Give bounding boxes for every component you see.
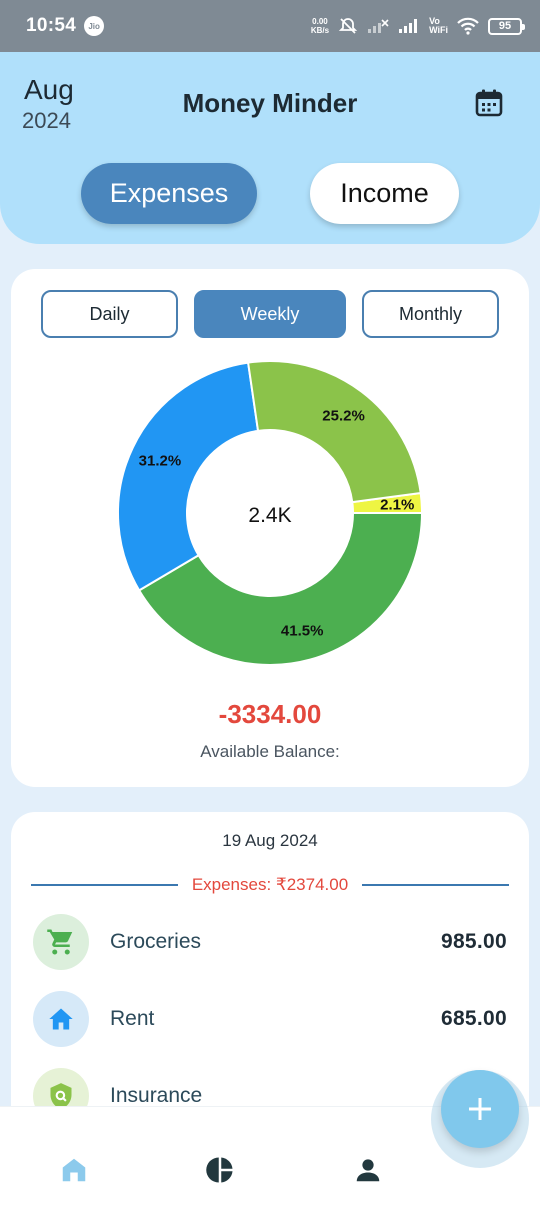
transaction-amount: 985.00 [440, 930, 507, 953]
shield-icon [50, 1083, 72, 1109]
profile-icon[interactable] [353, 1155, 383, 1185]
transaction-amount: 685.00 [440, 1007, 507, 1030]
balance-value: -3334.00 [218, 699, 322, 729]
summary-card: Daily Weekly Monthly 2.1% 41.5% 31.2% 25.2%… [11, 269, 529, 787]
app-header: Aug 2024 Money Minder Expenses Income [0, 52, 540, 244]
tab-expenses[interactable]: Expenses [81, 163, 257, 224]
transaction-name: Insurance [110, 1084, 203, 1107]
home-icon[interactable] [59, 1155, 89, 1185]
battery-indicator: 95 [488, 17, 525, 35]
donut-slice[interactable] [246, 360, 422, 504]
period-monthly-button[interactable]: Monthly [362, 290, 499, 338]
period-weekly-button[interactable]: Weekly [194, 290, 346, 338]
bell-muted-icon [338, 18, 358, 34]
period-daily-button[interactable]: Daily [41, 290, 178, 338]
signal-strong-icon [399, 19, 418, 33]
donut-slice[interactable] [137, 512, 424, 666]
slice-label: 25.2% [322, 408, 365, 425]
wifi-icon [457, 17, 479, 35]
transaction-name: Groceries [110, 930, 202, 953]
add-transaction-button[interactable] [441, 1070, 519, 1148]
signal-weak-icon [368, 19, 389, 33]
transaction-name: Rent [110, 1007, 155, 1030]
home-icon [49, 1008, 73, 1030]
divider-line-right [362, 884, 509, 886]
tab-income[interactable]: Income [310, 163, 459, 224]
vowifi-indicator: Vo WiFi [429, 16, 448, 35]
slice-label: 41.5% [281, 623, 324, 640]
transaction-row-groceries[interactable]: Groceries 985.00 [33, 914, 507, 970]
selected-year[interactable]: 2024 [22, 108, 71, 133]
app-title: Money Minder [182, 88, 358, 118]
transaction-row-rent[interactable]: Rent 685.00 [33, 991, 507, 1047]
daily-total-divider: Expenses: ₹2374.00 [31, 875, 509, 895]
slice-label: 31.2% [139, 452, 182, 469]
calendar-icon[interactable] [474, 88, 504, 118]
balance-label: Available Balance: [200, 742, 340, 761]
expense-donut-chart[interactable]: 2.1% 41.5% 31.2% 25.2% 2.4K [115, 358, 425, 668]
slice-label: 2.1% [380, 497, 414, 514]
pie-chart-icon[interactable] [205, 1155, 235, 1185]
category-icon-bg [33, 914, 89, 970]
cart-icon [47, 929, 73, 955]
network-speed: 0.00 KB/s [310, 17, 330, 35]
transaction-date: 19 Aug 2024 [222, 831, 318, 850]
carrier-badge: Jio [84, 16, 105, 36]
category-icon-bg [33, 991, 89, 1047]
donut-slice[interactable] [117, 361, 260, 592]
divider-line-left [31, 884, 178, 886]
status-time: 10:54 [26, 15, 77, 36]
chart-center-label: 2.4K [248, 504, 291, 527]
status-bar: 10:54 Jio 0.00 KB/s Vo WiFi [0, 0, 540, 52]
plus-icon [469, 1098, 491, 1120]
selected-month[interactable]: Aug [24, 74, 74, 105]
daily-expense-total: Expenses: ₹2374.00 [191, 875, 349, 894]
